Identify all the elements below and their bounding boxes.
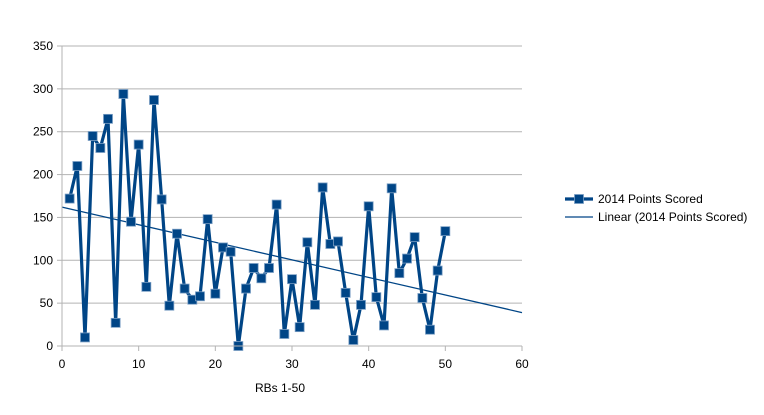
data-point-marker (340, 287, 351, 298)
data-point-marker (379, 320, 389, 331)
data-point-marker (118, 89, 129, 99)
trendline (61, 206, 523, 314)
data-point-marker (409, 232, 420, 243)
data-point-marker (248, 263, 259, 273)
data-point-marker (141, 281, 152, 292)
data-point-marker (356, 299, 366, 310)
data-point-marker (110, 317, 121, 328)
data-point-marker (241, 283, 251, 294)
data-point-marker (179, 283, 190, 294)
legend-marker-series (574, 194, 584, 204)
x-axis-title: RBs 1-50 (255, 381, 305, 395)
y-tick-label: 250 (33, 125, 53, 139)
x-tick-label: 40 (362, 357, 376, 371)
y-tick-labels: 0 50 100 150 200 250 300 350 (33, 39, 53, 353)
data-point-marker (310, 299, 320, 310)
x-tick-label: 60 (515, 357, 529, 371)
data-point-marker (287, 274, 297, 285)
data-point-marker (80, 332, 90, 343)
data-point-marker (210, 288, 221, 299)
axes (57, 45, 523, 351)
data-point-marker (386, 183, 397, 194)
data-point-marker (156, 194, 167, 205)
data-point-marker (95, 143, 106, 153)
x-tick-label: 20 (209, 357, 223, 371)
data-point-marker (256, 273, 267, 284)
y-tick-label: 100 (33, 253, 53, 267)
data-point-marker (149, 95, 159, 105)
data-point-marker (64, 193, 75, 204)
data-point-marker (394, 268, 405, 279)
data-point-marker (432, 265, 443, 276)
legend: 2014 Points Scored Linear (2014 Points Sc… (565, 192, 747, 224)
y-tick-label: 0 (46, 339, 53, 353)
data-point-marker (402, 253, 412, 264)
x-tick-label: 0 (59, 357, 66, 371)
y-tick-label: 350 (33, 39, 53, 53)
data-point-marker (225, 246, 236, 257)
y-tick-label: 50 (40, 296, 54, 310)
data-point-marker (302, 237, 313, 248)
legend-label-series: 2014 Points Scored (598, 192, 703, 206)
data-point-marker (363, 201, 374, 212)
data-point-marker (271, 199, 282, 210)
y-tick-label: 150 (33, 210, 53, 224)
data-point-marker (72, 161, 83, 171)
data-point-marker (164, 300, 175, 311)
y-tick-label: 200 (33, 168, 53, 182)
data-point-marker (195, 291, 205, 302)
data-point-marker (333, 236, 343, 247)
data-point-marker (440, 226, 451, 237)
legend-label-trendline: Linear (2014 Points Scored) (598, 210, 747, 224)
data-point-marker (202, 214, 213, 225)
data-point-marker (133, 139, 144, 150)
data-point-marker (279, 329, 290, 339)
data-point-marker (371, 292, 382, 303)
data-point-marker (294, 322, 305, 333)
y-tick-label: 300 (33, 82, 53, 96)
data-point-marker (172, 228, 182, 239)
data-point-marker (264, 263, 274, 273)
data-point-marker (103, 113, 113, 124)
x-tick-label: 30 (285, 357, 299, 371)
trendline-layer (61, 206, 523, 314)
data-point-marker (417, 293, 428, 303)
x-tick-label: 50 (439, 357, 453, 371)
x-tick-label: 10 (132, 357, 146, 371)
x-tick-labels: 0 10 20 30 40 50 60 (59, 357, 529, 371)
data-point-marker (425, 324, 435, 335)
data-point-marker (348, 335, 359, 345)
data-point-marker (317, 182, 328, 193)
data-point-marker (126, 216, 136, 227)
data-point-marker (87, 131, 98, 141)
